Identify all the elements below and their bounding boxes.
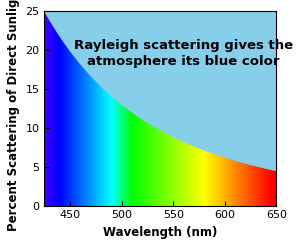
X-axis label: Wavelength (nm): Wavelength (nm) <box>103 226 218 239</box>
Text: Rayleigh scattering gives the
atmosphere its blue color: Rayleigh scattering gives the atmosphere… <box>74 39 293 68</box>
Y-axis label: Percent Scattering of Direct Sunlight: Percent Scattering of Direct Sunlight <box>7 0 20 231</box>
